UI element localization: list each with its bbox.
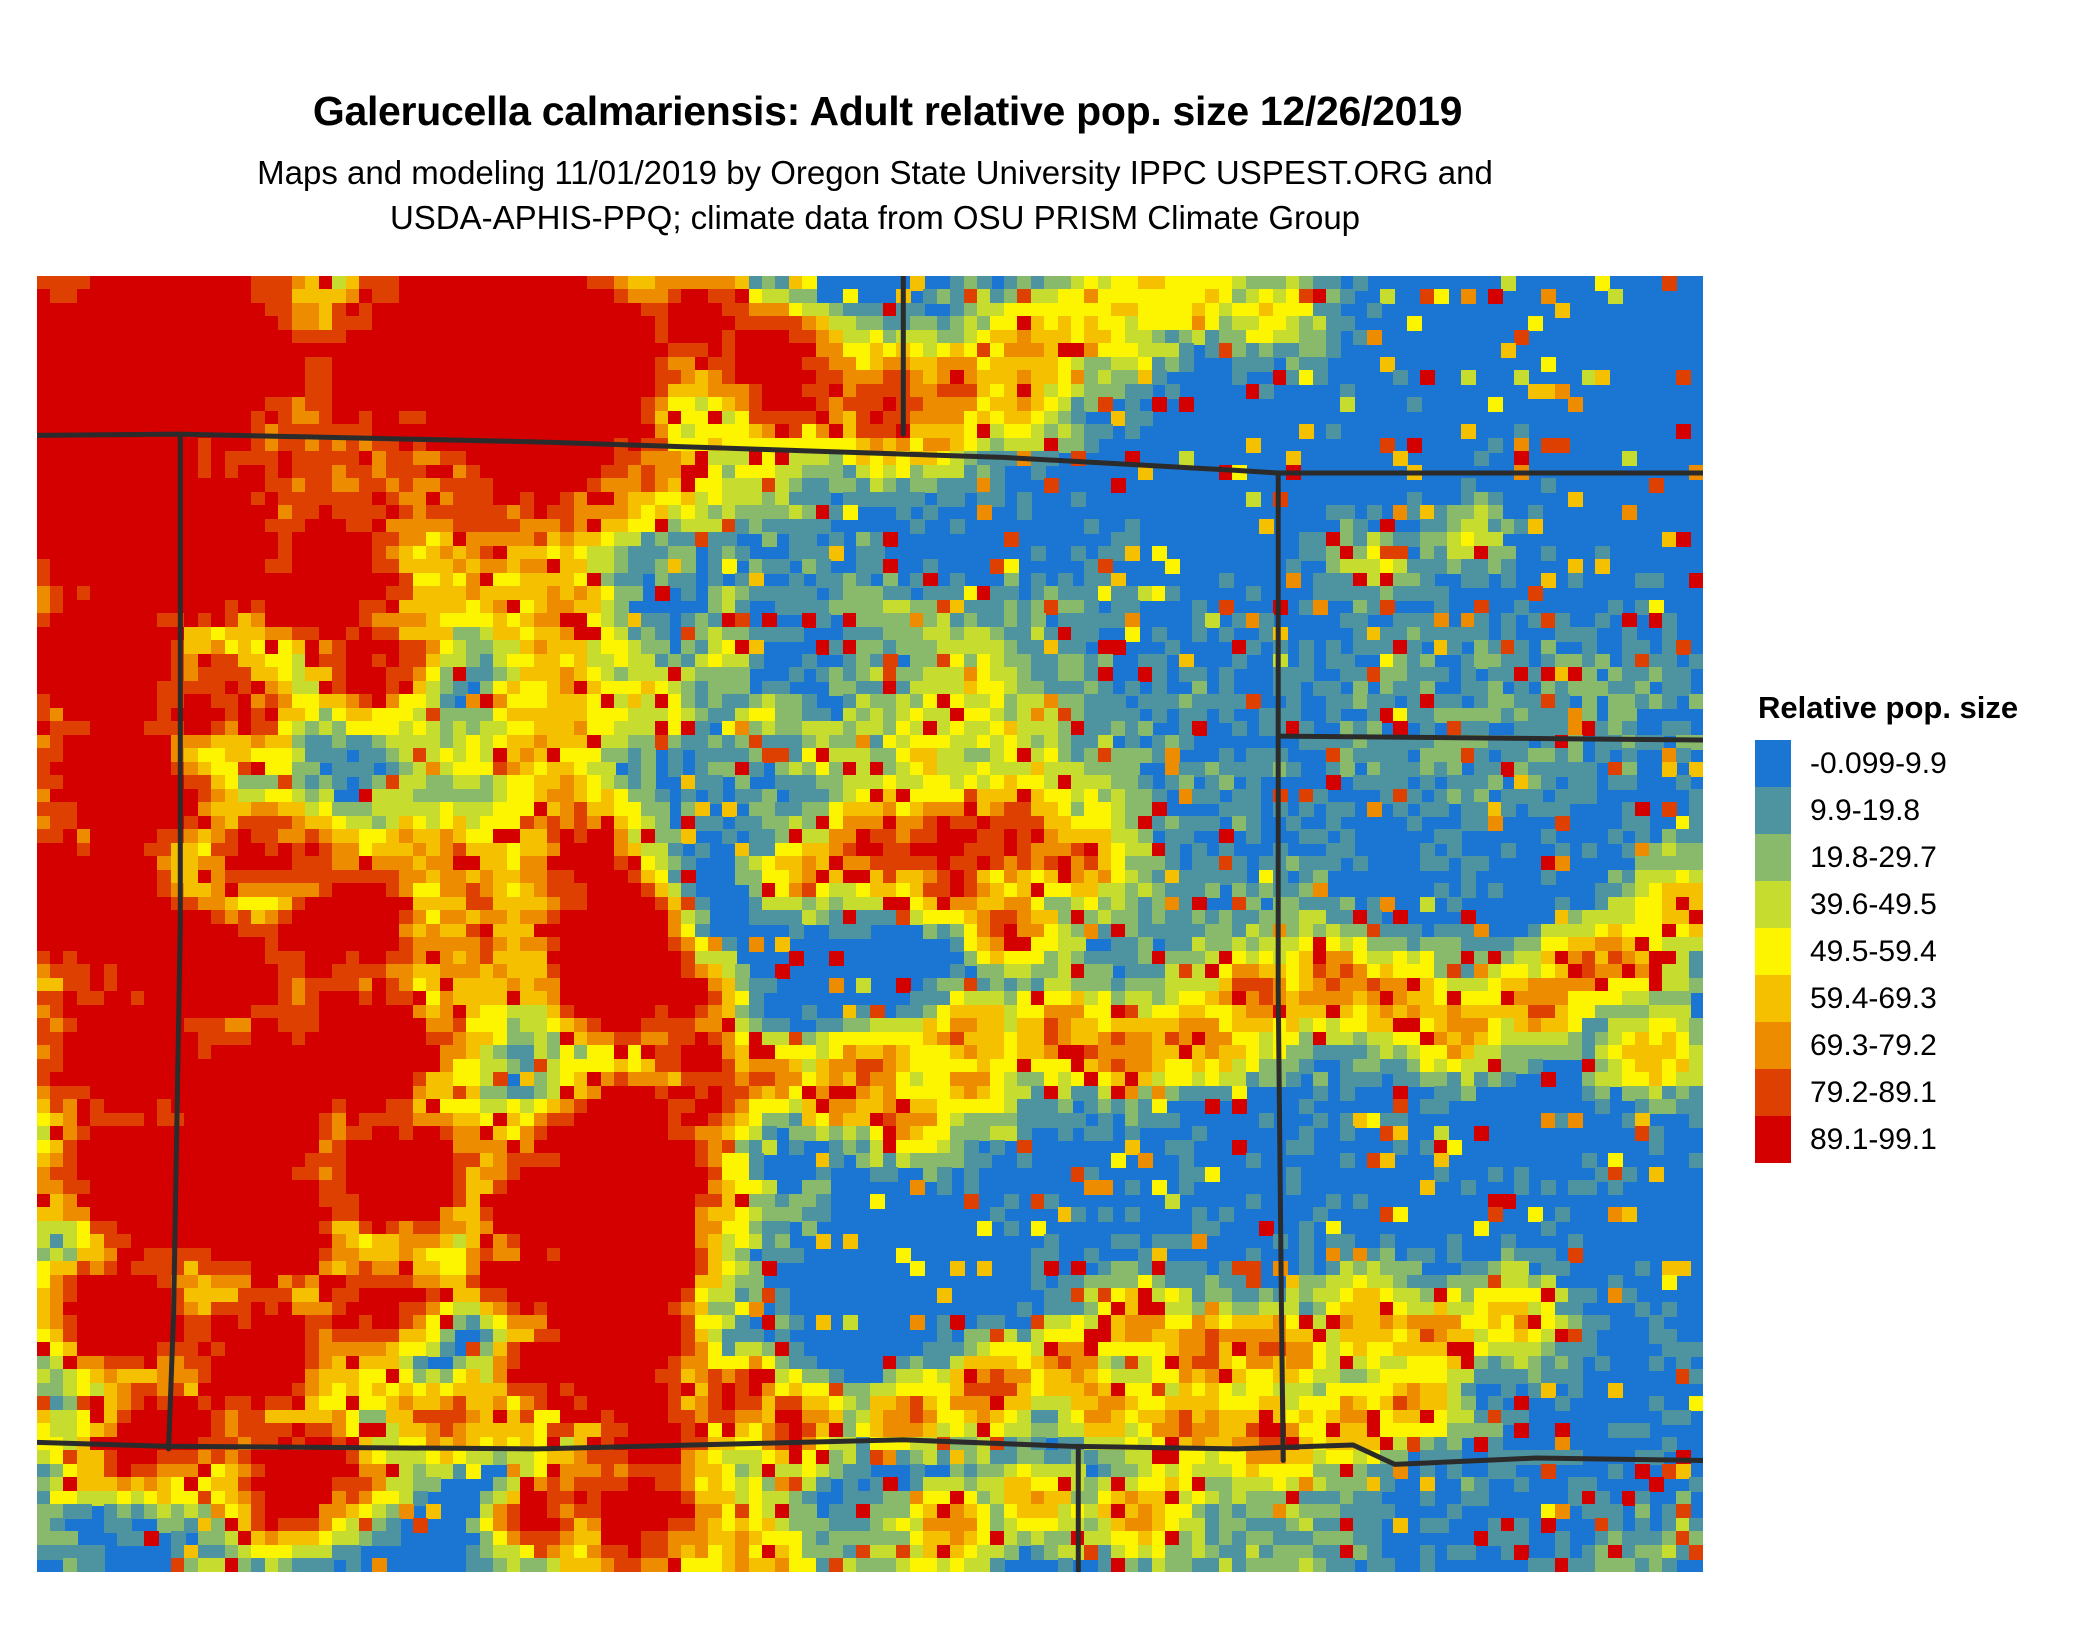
legend-label: 59.4-69.3 <box>1810 981 1937 1015</box>
population-raster-heatmap[interactable] <box>37 276 1703 1572</box>
legend-color-swatch <box>1755 834 1791 881</box>
legend-color-swatch <box>1755 1022 1791 1069</box>
legend-label: 9.9-19.8 <box>1810 793 1921 827</box>
legend-row: 9.9-19.8 <box>1755 787 2085 834</box>
subtitle-block: Maps and modeling 11/01/2019 by Oregon S… <box>0 150 1750 240</box>
legend-row: 69.3-79.2 <box>1755 1022 2085 1069</box>
legend-row: 49.5-59.4 <box>1755 928 2085 975</box>
legend-label: -0.099-9.9 <box>1810 746 1947 780</box>
legend-row: 89.1-99.1 <box>1755 1116 2085 1163</box>
legend: Relative pop. size -0.099-9.9 9.9-19.8 19.… <box>1755 690 2085 1163</box>
subtitle-line-1: Maps and modeling 11/01/2019 by Oregon S… <box>257 154 1493 191</box>
legend-color-swatch <box>1755 787 1791 834</box>
subtitle-line-2: USDA-APHIS-PPQ; climate data from OSU PR… <box>389 199 1361 236</box>
legend-label: 79.2-89.1 <box>1810 1075 1937 1109</box>
legend-title: Relative pop. size <box>1758 690 2019 725</box>
map-panel[interactable] <box>37 276 1703 1572</box>
legend-label: 89.1-99.1 <box>1810 1122 1937 1156</box>
legend-items: -0.099-9.9 9.9-19.8 19.8-29.7 39.6-49.5 49.5… <box>1755 740 2085 1163</box>
legend-color-swatch <box>1755 928 1791 975</box>
legend-row: -0.099-9.9 <box>1755 740 2085 787</box>
legend-label: 39.6-49.5 <box>1810 887 1937 921</box>
legend-row: 19.8-29.7 <box>1755 834 2085 881</box>
legend-label: 49.5-59.4 <box>1810 934 1937 968</box>
legend-row: 39.6-49.5 <box>1755 881 2085 928</box>
page-title: Galerucella calmariensis: Adult relative… <box>312 88 1463 134</box>
legend-label: 69.3-79.2 <box>1810 1028 1937 1062</box>
legend-color-swatch <box>1755 881 1791 928</box>
legend-color-swatch <box>1755 1069 1791 1116</box>
legend-color-swatch <box>1755 1116 1791 1163</box>
legend-label: 19.8-29.7 <box>1810 840 1937 874</box>
legend-row: 79.2-89.1 <box>1755 1069 2085 1116</box>
legend-color-swatch <box>1755 740 1791 787</box>
legend-row: 59.4-69.3 <box>1755 975 2085 1022</box>
legend-color-swatch <box>1755 975 1791 1022</box>
